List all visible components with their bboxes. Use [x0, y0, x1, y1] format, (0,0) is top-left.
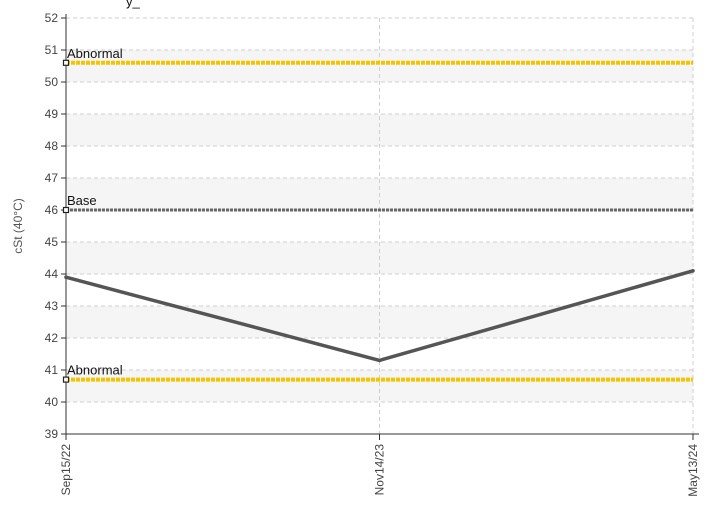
y-tick-label: 41	[45, 363, 59, 377]
y-tick-label: 46	[45, 203, 59, 217]
y-tick-label: 52	[45, 11, 59, 25]
y-tick-label: 49	[45, 107, 59, 121]
reference-label: Abnormal	[67, 46, 123, 61]
chart-title-fragment: y_	[126, 0, 141, 9]
x-tick-label: Nov14/23	[373, 444, 387, 496]
y-tick-label: 44	[45, 267, 59, 281]
x-tick-label: Sep15/22	[59, 444, 73, 496]
reference-marker	[62, 59, 70, 66]
y-axis-label: cSt (40°C)	[11, 198, 25, 253]
axes	[61, 14, 699, 440]
reference-marker	[62, 206, 70, 214]
y-tick-label: 50	[45, 75, 59, 89]
y-tick-label: 51	[45, 43, 59, 57]
data-point	[691, 269, 695, 273]
y-tick-label: 43	[45, 299, 59, 313]
tick-labels: 39 40 41 42 43 44 45 46 47 48 49 50 51 52 Sep15/22 Nov1…	[45, 11, 700, 497]
data-series	[64, 269, 695, 363]
reference-marker	[62, 376, 70, 383]
y-tick-label: 48	[45, 139, 59, 153]
data-point	[64, 275, 68, 280]
y-tick-label: 39	[45, 427, 59, 441]
data-point	[377, 358, 382, 363]
y-tick-label: 40	[45, 395, 59, 409]
reference-label: Abnormal	[67, 363, 123, 378]
y-tick-label: 45	[45, 235, 59, 249]
reference-lines: Abnormal Base Abnormal	[62, 46, 693, 383]
y-tick-label: 42	[45, 331, 59, 345]
x-tick-label: May13/24	[686, 444, 700, 497]
y-tick-label: 47	[45, 171, 59, 185]
reference-label: Base	[67, 193, 97, 208]
